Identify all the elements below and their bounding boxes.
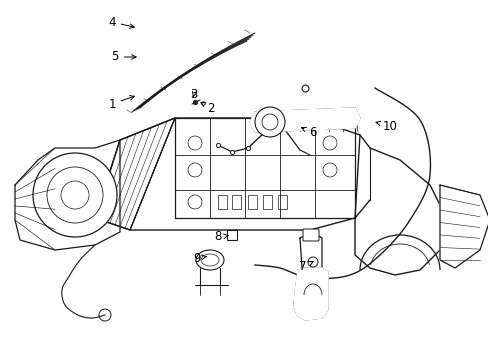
Polygon shape <box>95 118 175 230</box>
Polygon shape <box>15 140 120 250</box>
Text: 8: 8 <box>214 230 228 243</box>
FancyBboxPatch shape <box>303 229 318 241</box>
Circle shape <box>33 153 117 237</box>
Bar <box>247 195 257 209</box>
Bar <box>278 195 286 209</box>
Text: 7: 7 <box>299 261 312 274</box>
Polygon shape <box>439 185 488 268</box>
Text: 4: 4 <box>108 15 134 28</box>
Text: 5: 5 <box>111 50 136 63</box>
Bar <box>226 230 237 240</box>
Polygon shape <box>293 268 327 320</box>
Text: 6: 6 <box>301 126 316 139</box>
Bar <box>263 195 271 209</box>
Circle shape <box>307 257 317 267</box>
Text: 10: 10 <box>375 120 397 132</box>
Text: 3: 3 <box>190 87 197 100</box>
Text: 9: 9 <box>193 252 206 265</box>
Text: 1: 1 <box>108 96 134 111</box>
Polygon shape <box>249 108 359 132</box>
Bar <box>231 195 241 209</box>
Ellipse shape <box>196 250 224 270</box>
Circle shape <box>254 107 285 137</box>
Bar <box>218 195 226 209</box>
Text: 2: 2 <box>201 102 214 114</box>
